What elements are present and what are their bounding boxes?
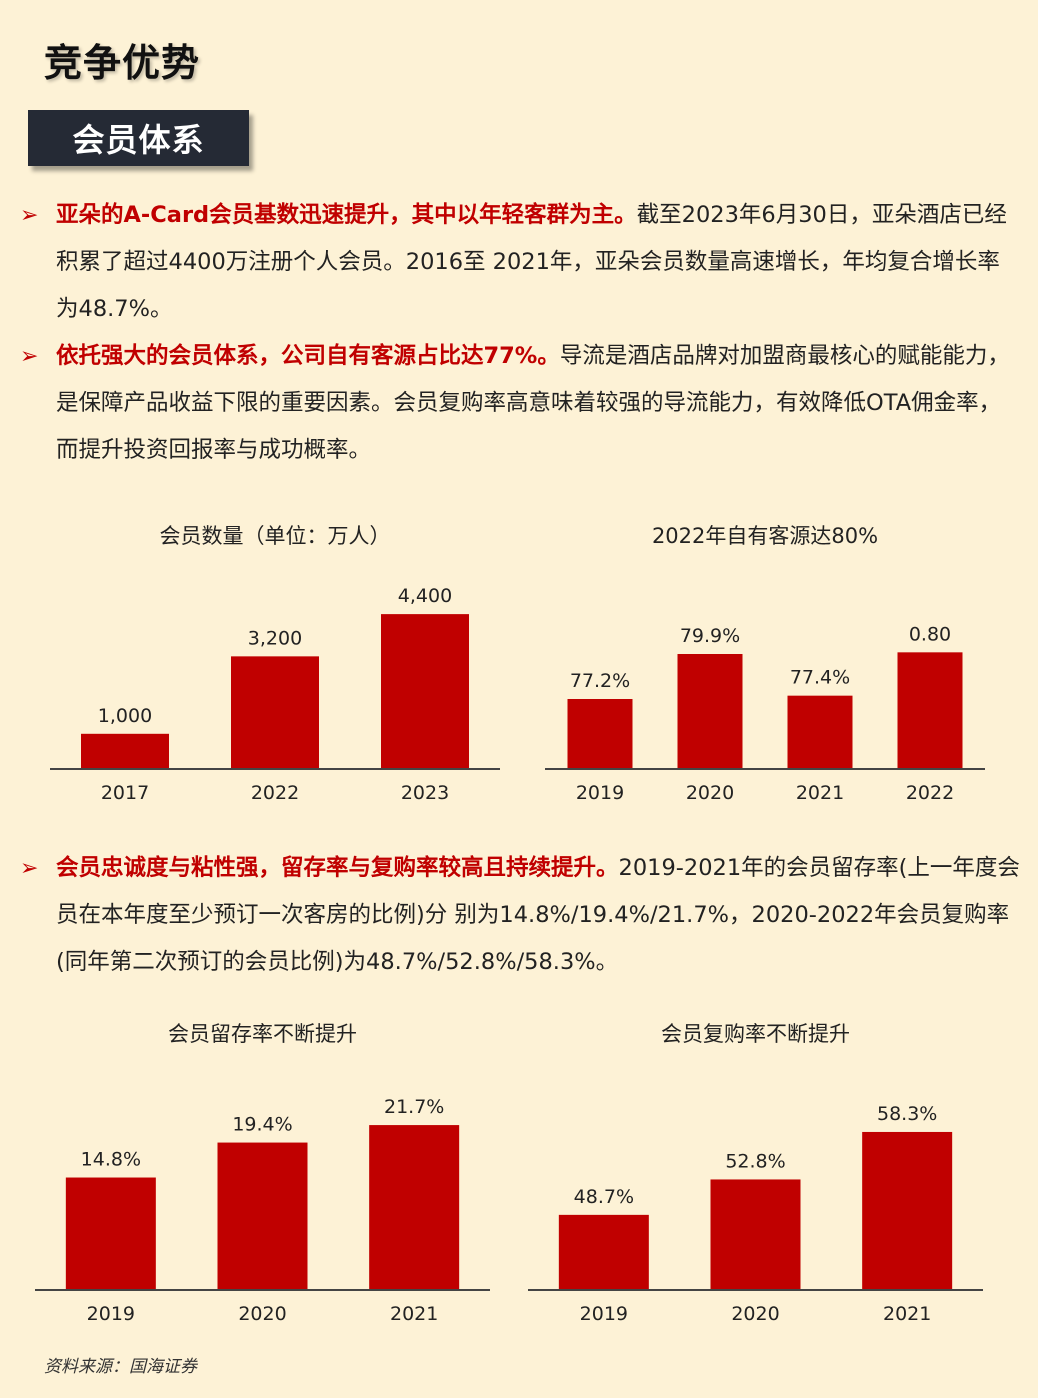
bar [567, 699, 633, 769]
bar [65, 1177, 156, 1290]
bullet-highlight: 依托强大的会员体系，公司自有客源占比达77%。 [56, 343, 560, 369]
x-tick-label: 2020 [686, 782, 734, 804]
data-label: 58.3% [877, 1103, 937, 1125]
x-tick-label: 2022 [251, 782, 299, 804]
bar [369, 1125, 460, 1290]
data-label: 0.80 [909, 623, 951, 645]
x-tick-label: 2020 [238, 1303, 286, 1325]
bar [787, 695, 853, 769]
chart-title: 会员留存率不断提升 [168, 1022, 357, 1046]
data-label: 4,400 [398, 585, 452, 607]
bullet-highlight: 亚朵的A-Card会员基数迅速提升，其中以年轻客群为主。 [56, 202, 637, 228]
data-label: 77.2% [570, 670, 630, 692]
data-label: 52.8% [725, 1150, 785, 1172]
bar [558, 1214, 649, 1290]
bullet-highlight: 会员忠诚度与粘性强，留存率与复购率较高且持续提升。 [56, 855, 619, 881]
x-tick-label: 2019 [87, 1303, 135, 1325]
bar [862, 1131, 953, 1290]
arrow-right-icon: ➢ [20, 856, 39, 881]
x-tick-label: 2019 [576, 782, 624, 804]
bullet-text: 截至2023年6月30日，亚朵酒店已经积累了超过4400万注册个人会员。2016… [56, 202, 1007, 322]
data-label: 3,200 [248, 627, 302, 649]
bullet-item: ➢ 依托强大的会员体系，公司自有客源占比达77%。导流是酒店品牌对加盟商最核心的… [20, 333, 1020, 474]
bar [231, 656, 319, 769]
bar [677, 654, 743, 769]
bar [81, 733, 169, 769]
retention-chart: 14.8% 2019 19.4% 2020 21.7% 2021 [35, 1096, 490, 1325]
x-tick-label: 2021 [796, 782, 844, 804]
page-title: 竞争优势 [44, 41, 201, 85]
source-note: 资料来源：国海证券 [44, 1357, 197, 1377]
bullet-block-1: ➢ 亚朵的A-Card会员基数迅速提升，其中以年轻客群为主。截至2023年6月3… [20, 192, 1020, 474]
bar [897, 652, 963, 769]
x-tick-label: 2017 [101, 782, 149, 804]
x-tick-label: 2023 [401, 782, 449, 804]
data-label: 48.7% [574, 1186, 634, 1208]
data-label: 21.7% [384, 1096, 444, 1118]
bar [710, 1179, 801, 1290]
x-tick-label: 2021 [390, 1303, 438, 1325]
repurchase-chart: 48.7% 2019 52.8% 2020 58.3% 2021 [528, 1103, 983, 1325]
chart-title: 会员复购率不断提升 [661, 1022, 850, 1046]
bullet-item: ➢ 会员忠诚度与粘性强，留存率与复购率较高且持续提升。2019-2021年的会员… [20, 845, 1020, 986]
bullet-block-2: ➢ 会员忠诚度与粘性强，留存率与复购率较高且持续提升。2019-2021年的会员… [20, 845, 1020, 986]
x-tick-label: 2022 [906, 782, 954, 804]
arrow-right-icon: ➢ [20, 203, 39, 228]
x-tick-label: 2019 [580, 1303, 628, 1325]
chart-title: 会员数量（单位：万人） [159, 524, 391, 548]
chart-title: 2022年自有客源达80% [651, 524, 879, 548]
bullet-text: 2019-2021年的会员留存率(上一年度会员在本年度至少预订一次客房的比例)分… [56, 855, 1020, 975]
bar [381, 614, 469, 769]
data-label: 77.4% [790, 667, 850, 689]
bar [217, 1142, 308, 1290]
own-source-chart: 77.2% 2019 79.9% 2020 77.4% 2021 0.80 2022 [545, 623, 985, 804]
arrow-right-icon: ➢ [20, 344, 39, 369]
bullet-text: 导流是酒店品牌对加盟商最核心的赋能能力，是保障产品收益下限的重要因素。会员复购率… [56, 343, 1010, 463]
section-badge: 会员体系 [28, 110, 249, 166]
x-tick-label: 2021 [883, 1303, 931, 1325]
bullet-item: ➢ 亚朵的A-Card会员基数迅速提升，其中以年轻客群为主。截至2023年6月3… [20, 192, 1020, 333]
member-count-chart: 1,000 2017 3,200 2022 4,400 2023 [50, 585, 500, 804]
x-tick-label: 2020 [731, 1303, 779, 1325]
data-label: 14.8% [81, 1149, 141, 1171]
data-label: 79.9% [680, 625, 740, 647]
data-label: 1,000 [98, 705, 152, 727]
data-label: 19.4% [232, 1114, 292, 1136]
